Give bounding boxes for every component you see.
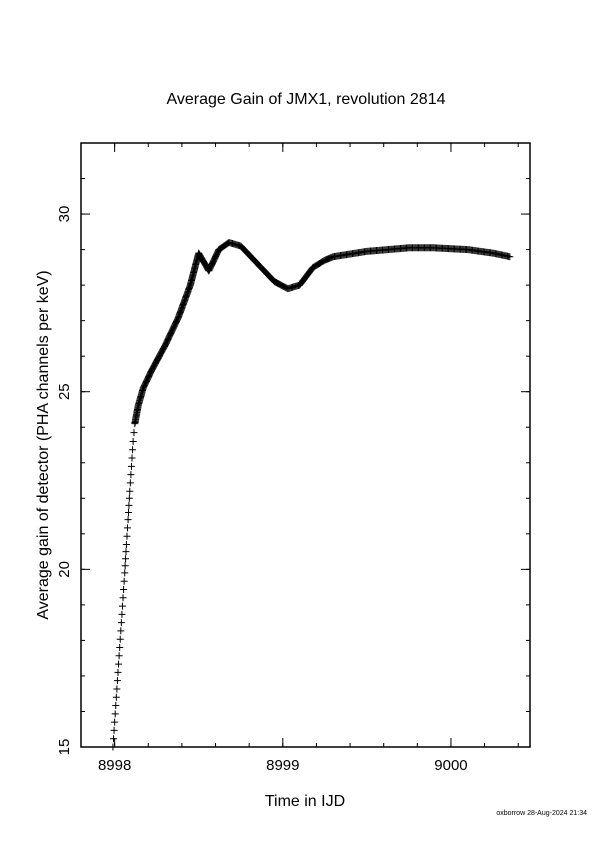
chart-title: Average Gain of JMX1, revolution 2814 xyxy=(167,91,446,108)
data-point xyxy=(121,569,129,577)
footer-stamp: oxborrow 28-Aug-2024 21:34 xyxy=(496,810,587,817)
data-point xyxy=(116,644,124,652)
data-points xyxy=(109,238,514,751)
plot-frame xyxy=(80,142,531,748)
data-point xyxy=(115,660,123,668)
data-point xyxy=(124,516,132,524)
data-point xyxy=(125,501,133,509)
data-point xyxy=(506,253,514,261)
data-point xyxy=(121,562,129,570)
y-tick-label: 15 xyxy=(56,739,73,756)
data-point xyxy=(115,652,123,660)
data-point xyxy=(129,437,137,445)
data-point xyxy=(112,693,120,701)
data-point xyxy=(127,471,135,479)
ticks xyxy=(81,142,530,748)
data-point xyxy=(126,479,134,487)
data-point xyxy=(125,494,133,502)
data-point xyxy=(119,594,127,602)
data-point xyxy=(124,524,132,532)
y-tick-label: 30 xyxy=(56,206,73,223)
data-point xyxy=(111,710,119,718)
data-point xyxy=(113,685,121,693)
x-tick-label: 9000 xyxy=(434,757,467,774)
data-point xyxy=(123,532,131,540)
data-point xyxy=(110,726,118,734)
data-point xyxy=(122,548,130,556)
data-point xyxy=(109,743,117,751)
data-point xyxy=(118,610,126,618)
data-point xyxy=(128,454,136,462)
x-tick-label: 8999 xyxy=(266,757,299,774)
data-point xyxy=(129,446,137,454)
data-point xyxy=(117,627,125,635)
data-point xyxy=(117,619,125,627)
data-point xyxy=(120,577,128,585)
data-point xyxy=(118,602,126,610)
y-axis-label: Average gain of detector (PHA channels p… xyxy=(35,270,52,619)
data-point xyxy=(120,585,128,593)
data-point xyxy=(130,429,138,437)
data-point xyxy=(122,540,130,548)
data-point xyxy=(116,635,124,643)
data-point xyxy=(127,462,135,470)
data-point xyxy=(125,509,133,517)
y-tick-label: 20 xyxy=(56,561,73,578)
y-tick-label: 25 xyxy=(56,383,73,400)
x-tick-label: 8998 xyxy=(98,757,131,774)
data-point xyxy=(126,487,134,495)
x-axis-label: Time in IJD xyxy=(265,793,345,810)
data-point xyxy=(114,668,122,676)
data-point xyxy=(113,677,121,685)
data-point xyxy=(111,718,119,726)
data-point xyxy=(112,702,120,710)
data-point xyxy=(110,735,118,743)
data-point xyxy=(122,555,130,563)
tick-labels: 8998 8999 9000 15 20 25 30 xyxy=(56,206,468,774)
